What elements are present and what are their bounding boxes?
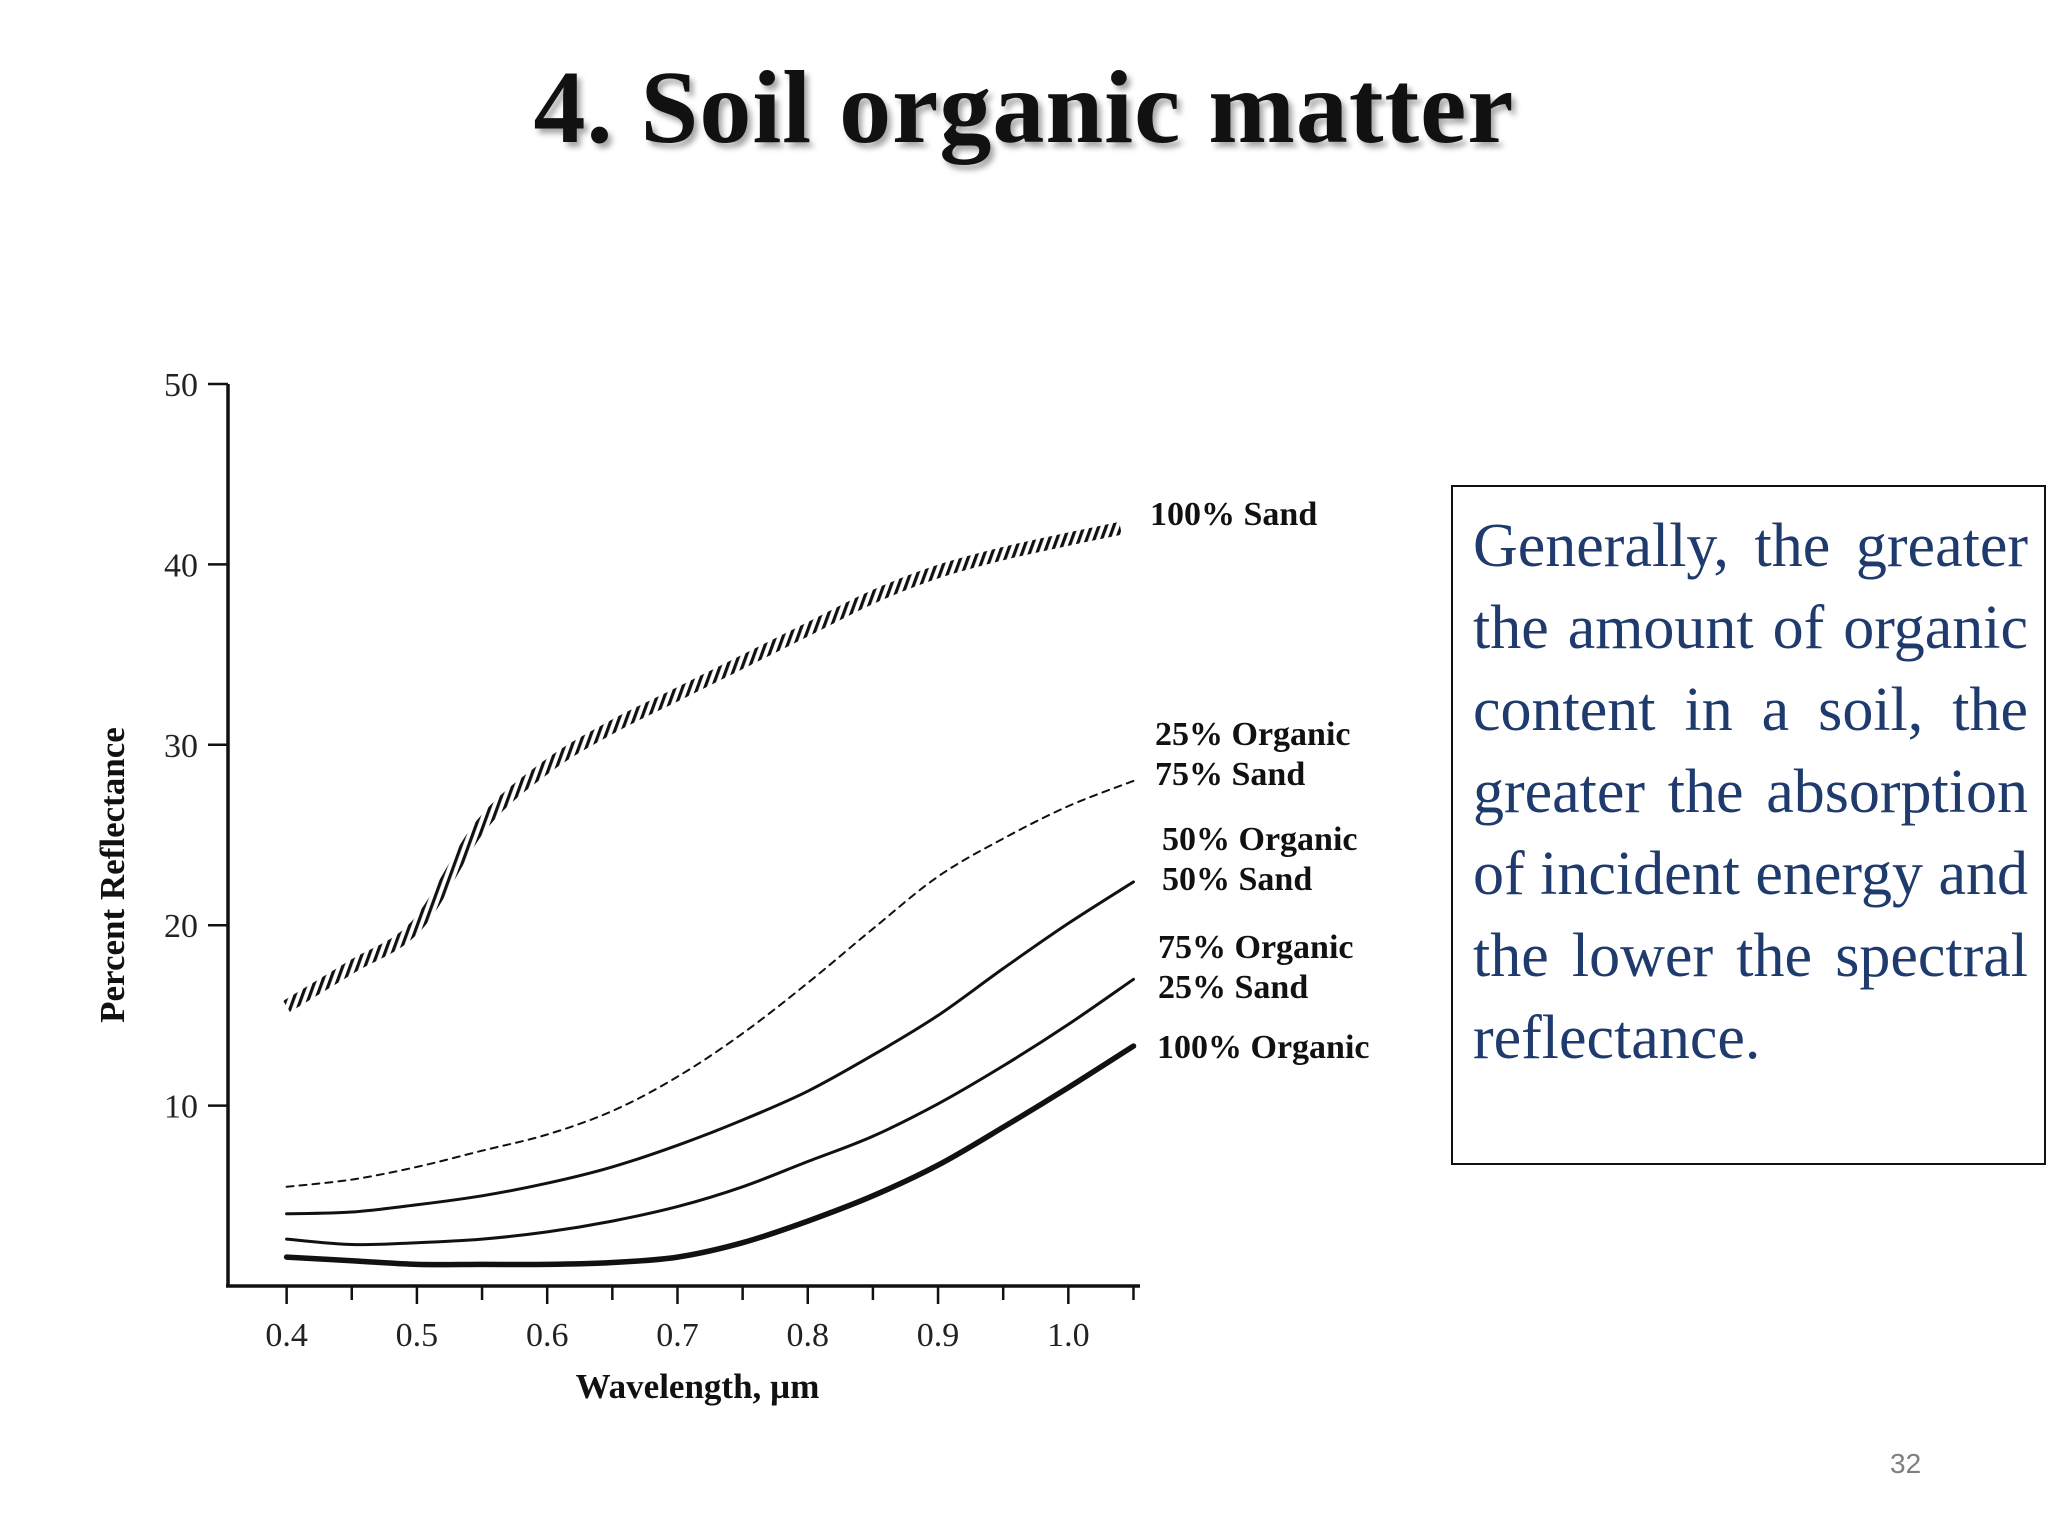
x-tick-label: 0.9 [917, 1317, 960, 1354]
series-label: 50% Sand [1162, 861, 1312, 898]
x-tick-label: 0.4 [265, 1317, 308, 1354]
y-tick-label: 20 [164, 908, 198, 945]
series-label: 100% Organic [1157, 1029, 1369, 1066]
series-label: 25% Sand [1158, 969, 1308, 1006]
y-tick-label: 40 [164, 547, 198, 584]
series-line [285, 977, 1135, 1247]
series-line [283, 1043, 1137, 1268]
x-tick-label: 0.6 [526, 1317, 569, 1354]
x-tick-label: 1.0 [1047, 1317, 1090, 1354]
x-tick-label: 0.5 [396, 1317, 439, 1354]
series-label: 75% Organic [1158, 929, 1353, 966]
series-line [283, 521, 1122, 1012]
series-label: 50% Organic [1162, 821, 1357, 858]
page-number: 32 [1890, 1448, 1922, 1479]
x-tick-label: 0.8 [787, 1317, 830, 1354]
series-line [285, 880, 1135, 1216]
y-tick-label: 50 [164, 367, 198, 404]
callout-text: Generally, the greater the amount of org… [1473, 512, 2028, 1072]
series-label: 100% Sand [1150, 496, 1317, 533]
callout-box: Generally, the greater the amount of org… [1451, 485, 2046, 1165]
y-tick-label: 30 [164, 728, 198, 765]
y-tick-label: 10 [164, 1089, 198, 1126]
series-label: 75% Sand [1155, 756, 1305, 793]
slide-title: 4. Soil organic matter [533, 50, 1515, 165]
x-tick-label: 0.7 [656, 1317, 699, 1354]
y-axis-title: Percent Reflectance [93, 727, 132, 1023]
chart-series [283, 521, 1137, 1268]
x-axis-title: Wavelength, µm [576, 1367, 820, 1406]
series-label: 25% Organic [1155, 716, 1350, 753]
chart-axes: 10 20 30 40 50 0.4 0.5 0.6 0.7 0.8 0.9 1.0 Wavelengt… [93, 367, 1140, 1406]
series-line [285, 779, 1135, 1188]
